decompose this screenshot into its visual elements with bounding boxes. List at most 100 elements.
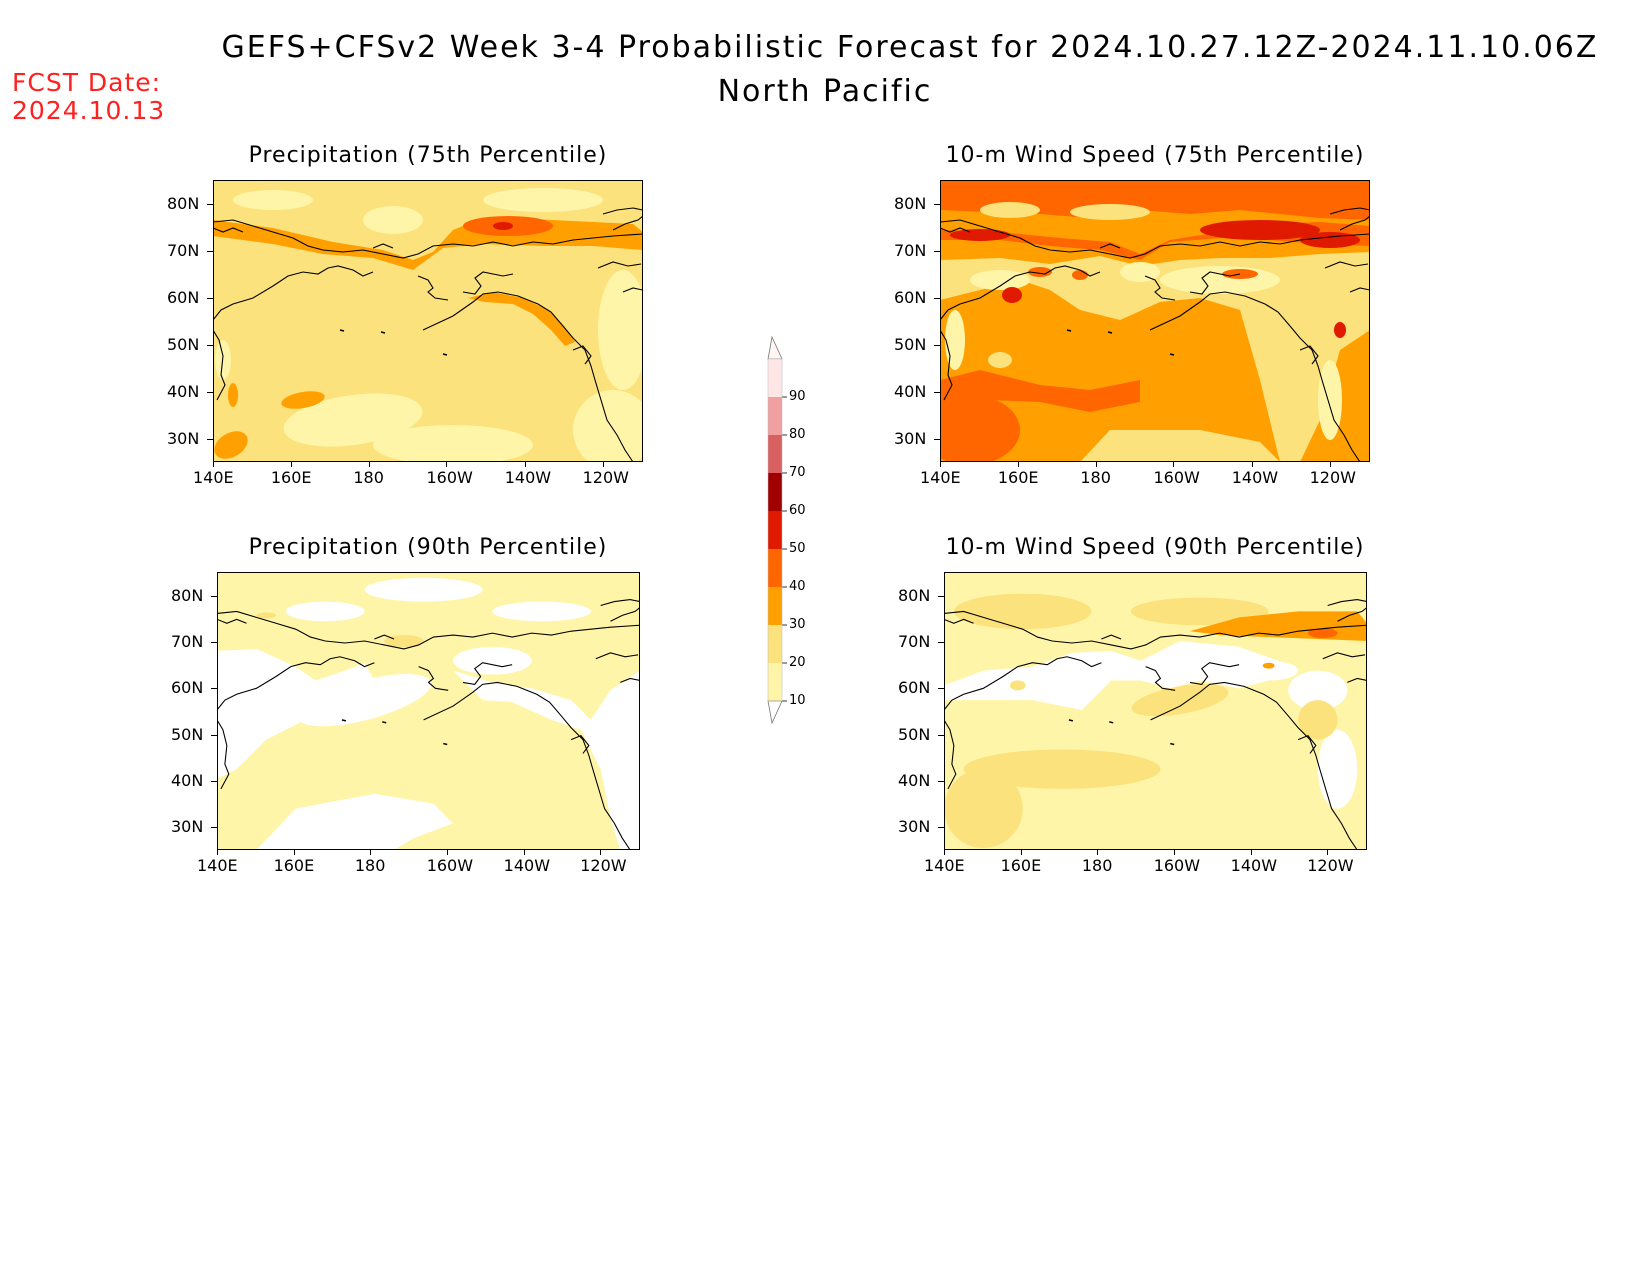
panel-title-wind90: 10-m Wind Speed (90th Percentile) bbox=[945, 535, 1365, 560]
colorbar-tip-bottom bbox=[767, 700, 783, 725]
lon-tick-label: 180 bbox=[353, 468, 384, 487]
contour-region bbox=[483, 188, 603, 212]
contour-region bbox=[1200, 220, 1320, 240]
coastline bbox=[620, 677, 640, 683]
lat-tick bbox=[211, 780, 217, 782]
coastline bbox=[940, 329, 953, 401]
lat-tick bbox=[207, 438, 213, 440]
coastline bbox=[595, 652, 639, 660]
lat-tick-label: 40N bbox=[898, 770, 931, 790]
coastline bbox=[597, 261, 642, 269]
colorbar-label: 60 bbox=[789, 503, 806, 518]
coastline bbox=[944, 719, 957, 790]
map-wind75 bbox=[940, 180, 1370, 462]
coastline bbox=[422, 291, 634, 462]
lon-tick-label: 120W bbox=[1309, 468, 1356, 487]
colorbar-segment bbox=[768, 511, 782, 549]
fcst-date-value: 2024.10.13 bbox=[12, 96, 166, 125]
contour-region bbox=[573, 390, 643, 462]
lat-tick-label: 50N bbox=[898, 724, 931, 744]
lon-tick bbox=[523, 850, 525, 855]
coastline bbox=[1324, 261, 1369, 269]
lon-tick-label: 160W bbox=[426, 468, 473, 487]
lat-tick-label: 80N bbox=[167, 194, 200, 214]
lon-tick-label: 140W bbox=[504, 468, 552, 487]
colorbar-segment bbox=[768, 359, 782, 397]
lat-tick-label: 40N bbox=[171, 770, 204, 790]
coastline bbox=[1189, 662, 1240, 685]
island bbox=[443, 742, 448, 746]
lon-tick-label: 140E bbox=[924, 856, 965, 875]
contour-region bbox=[297, 674, 432, 727]
colorbar bbox=[767, 335, 787, 725]
lon-tick-label: 160W bbox=[1153, 468, 1200, 487]
coastline bbox=[1099, 243, 1121, 249]
coastline bbox=[213, 227, 244, 233]
coastline bbox=[602, 207, 643, 215]
lon-tick bbox=[940, 462, 941, 467]
coastline bbox=[600, 599, 640, 607]
lon-tick-label: 140E bbox=[920, 468, 961, 487]
contour-region bbox=[940, 395, 1020, 462]
lat-tick bbox=[207, 204, 213, 206]
lon-tick-label: 120W bbox=[580, 856, 627, 875]
lat-tick-label: 70N bbox=[894, 241, 927, 261]
coastline bbox=[217, 618, 247, 624]
lat-tick-label: 70N bbox=[167, 241, 200, 261]
map-frame bbox=[940, 180, 1370, 462]
colorbar-label: 50 bbox=[789, 541, 806, 556]
contour-region bbox=[1028, 267, 1052, 277]
lon-tick bbox=[290, 462, 292, 467]
lon-tick-label: 140W bbox=[503, 856, 551, 875]
lon-tick bbox=[217, 850, 218, 855]
coastline bbox=[1150, 681, 1358, 850]
colorbar-segment bbox=[768, 435, 782, 473]
lon-tick bbox=[1251, 462, 1253, 467]
contour-region bbox=[363, 206, 423, 234]
coastline bbox=[1144, 275, 1176, 301]
lon-tick-label: 140E bbox=[193, 468, 234, 487]
coastline bbox=[1347, 677, 1367, 683]
coastline bbox=[1322, 652, 1366, 660]
coastline bbox=[940, 219, 1370, 259]
contour-region bbox=[953, 593, 1092, 630]
lon-tick bbox=[370, 850, 372, 855]
contour-region bbox=[950, 229, 1010, 241]
contour-region bbox=[1120, 262, 1160, 282]
coastline bbox=[462, 271, 514, 295]
coastline bbox=[217, 719, 230, 790]
lat-tick-label: 80N bbox=[894, 194, 927, 214]
lon-tick bbox=[446, 850, 448, 855]
lat-tick-label: 30N bbox=[898, 816, 931, 836]
island bbox=[382, 721, 387, 724]
coastline bbox=[1149, 291, 1361, 462]
island bbox=[1066, 329, 1072, 332]
lat-tick-label: 30N bbox=[171, 816, 204, 836]
panel-title-wind75: 10-m Wind Speed (75th Percentile) bbox=[945, 143, 1365, 168]
colorbar-label: 10 bbox=[789, 693, 806, 708]
coastline bbox=[612, 215, 643, 231]
colorbar-label: 70 bbox=[789, 465, 806, 480]
coastline bbox=[1189, 271, 1241, 295]
contour-region bbox=[285, 601, 365, 622]
lat-tick-label: 80N bbox=[898, 585, 931, 605]
lat-tick-label: 70N bbox=[898, 632, 931, 652]
lat-tick bbox=[934, 297, 940, 299]
island bbox=[1170, 742, 1175, 746]
lon-tick bbox=[524, 462, 526, 467]
lon-tick-label: 160E bbox=[273, 856, 315, 875]
lon-tick-label: 160E bbox=[270, 468, 312, 487]
contour-region bbox=[1318, 360, 1342, 440]
lat-tick bbox=[211, 826, 217, 828]
lon-tick-label: 160E bbox=[997, 468, 1039, 487]
lon-tick-label: 160E bbox=[1000, 856, 1042, 875]
contour-region bbox=[1298, 700, 1338, 740]
contour-region bbox=[283, 393, 423, 447]
coastline bbox=[940, 265, 1101, 321]
lon-tick bbox=[1017, 462, 1019, 467]
colorbar-label: 80 bbox=[789, 427, 806, 442]
island bbox=[442, 353, 448, 356]
coastline bbox=[213, 329, 226, 401]
island bbox=[1107, 331, 1113, 334]
map-frame bbox=[944, 572, 1367, 850]
